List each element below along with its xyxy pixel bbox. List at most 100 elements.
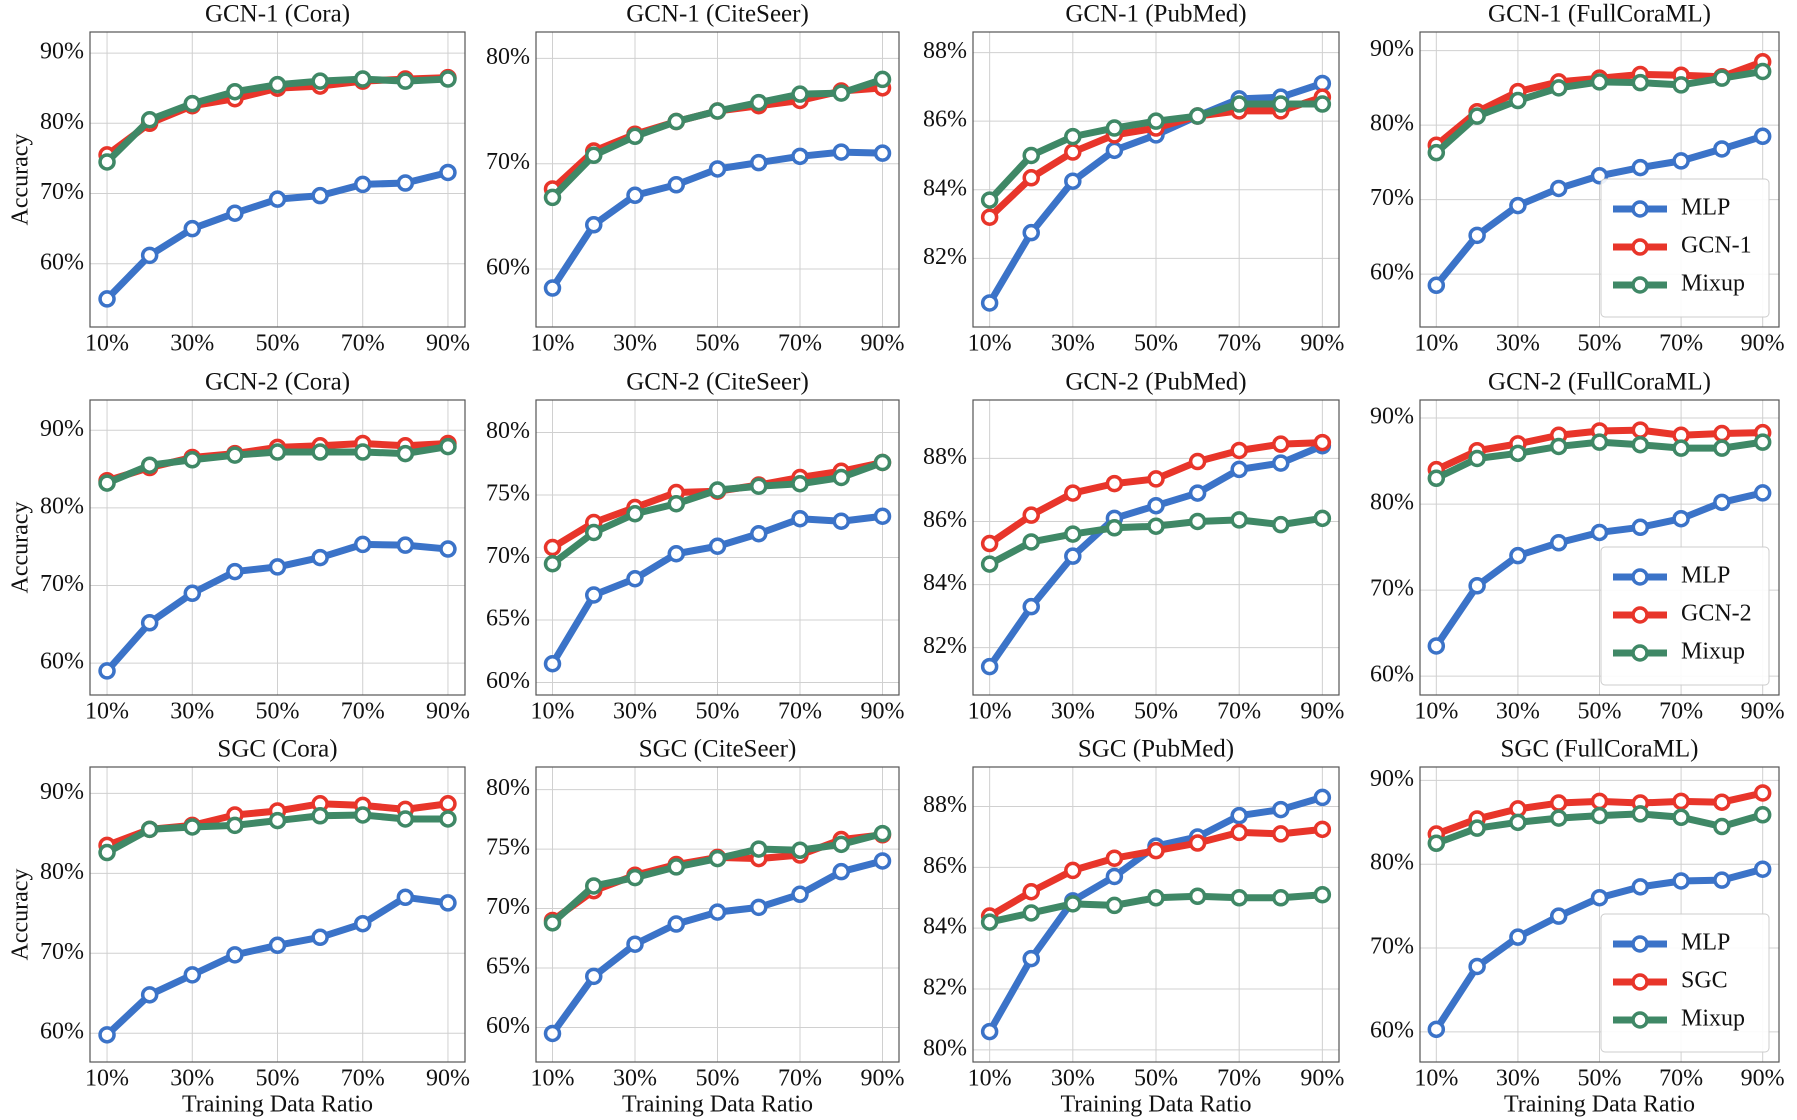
point — [311, 72, 329, 90]
point — [1753, 127, 1772, 146]
point — [980, 555, 999, 573]
x-tick-label: 90% — [1300, 331, 1344, 357]
plot-frame — [1419, 399, 1780, 696]
y-tick-label: 75% — [486, 481, 530, 507]
y-tick-label: 80% — [1370, 850, 1414, 876]
point — [708, 537, 727, 555]
point — [667, 176, 685, 194]
point — [1064, 525, 1082, 543]
point — [1549, 794, 1568, 812]
point — [832, 835, 850, 854]
y-tick-label: 84% — [923, 914, 967, 940]
point — [832, 862, 850, 881]
plot-frame — [972, 31, 1340, 328]
point — [1549, 809, 1568, 827]
point — [1022, 146, 1040, 165]
point — [791, 475, 809, 493]
point — [543, 538, 562, 557]
point — [667, 858, 685, 876]
x-tick-label: 90% — [1741, 699, 1785, 725]
point — [1468, 577, 1486, 595]
legend-marker — [1631, 935, 1649, 953]
point — [1105, 119, 1124, 137]
point — [1064, 861, 1082, 880]
point — [1022, 882, 1040, 901]
point — [585, 586, 603, 604]
legend-marker — [1631, 238, 1649, 256]
plot-frame — [535, 399, 900, 696]
y-tick-label: 88% — [923, 444, 967, 470]
y-tick-label: 84% — [923, 175, 967, 201]
y-tick-label: 60% — [1370, 1017, 1414, 1043]
x-tick-label: 10% — [85, 331, 129, 357]
point — [439, 437, 457, 456]
chart-title: GCN-1 (FullCoraML) — [1488, 1, 1711, 28]
y-tick-label: 90% — [1370, 766, 1414, 792]
point — [1549, 79, 1568, 97]
point — [708, 481, 727, 499]
point — [1272, 825, 1290, 843]
point — [750, 477, 768, 495]
x-tick-label: 90% — [426, 1066, 470, 1092]
point — [1713, 871, 1731, 889]
point — [1549, 437, 1568, 456]
point — [1753, 433, 1772, 451]
y-tick-label: 80% — [486, 418, 530, 444]
point — [1022, 223, 1040, 242]
point — [396, 888, 415, 907]
plot-frame — [535, 766, 900, 1063]
point — [1022, 506, 1040, 524]
point — [1230, 889, 1248, 907]
point — [98, 153, 116, 171]
point — [1509, 813, 1527, 832]
point — [1105, 474, 1124, 493]
x-tick-label: 30% — [170, 331, 214, 357]
point — [1590, 73, 1609, 91]
x-tick-label: 70% — [1217, 1066, 1261, 1092]
x-tick-label: 10% — [85, 699, 129, 725]
point — [750, 93, 768, 112]
point — [873, 453, 892, 472]
point — [980, 208, 999, 226]
point — [439, 894, 457, 912]
chart-title: GCN-2 (CiteSeer) — [626, 369, 809, 396]
point — [1188, 834, 1207, 852]
point — [439, 795, 457, 813]
point — [543, 655, 562, 673]
point — [1672, 152, 1690, 170]
point — [311, 807, 329, 825]
y-tick-label: 70% — [1370, 576, 1414, 602]
y-tick-label: 90% — [1370, 36, 1414, 62]
y-tick-label: 60% — [486, 255, 530, 281]
point — [1105, 896, 1124, 915]
point — [1188, 452, 1207, 471]
x-tick-label: 90% — [1741, 331, 1785, 357]
chart-title: GCN-1 (CiteSeer) — [626, 1, 809, 28]
legend-label: GCN-2 — [1681, 601, 1752, 627]
point — [353, 806, 372, 824]
point — [1147, 112, 1165, 130]
y-tick-label: 70% — [40, 179, 84, 205]
plot-frame — [89, 31, 466, 328]
point — [1713, 817, 1731, 836]
point — [183, 584, 202, 603]
y-tick-label: 60% — [40, 1019, 84, 1045]
point — [1509, 928, 1527, 946]
point — [311, 548, 329, 567]
x-tick-label: 90% — [426, 699, 470, 725]
legend-label: SGC — [1681, 968, 1728, 994]
point — [226, 204, 244, 222]
point — [585, 146, 603, 165]
y-tick-label: 60% — [486, 1013, 530, 1039]
x-tick-label: 70% — [778, 1066, 822, 1092]
point — [1022, 533, 1040, 551]
point — [1147, 470, 1165, 488]
point — [1188, 484, 1207, 502]
point — [626, 935, 644, 953]
point — [140, 111, 159, 129]
x-axis-label: Training Data Ratio — [622, 1092, 813, 1118]
y-tick-label: 60% — [40, 249, 84, 275]
point — [1713, 439, 1731, 457]
x-tick-label: 70% — [341, 1066, 385, 1092]
x-tick-label: 10% — [1414, 1066, 1458, 1092]
